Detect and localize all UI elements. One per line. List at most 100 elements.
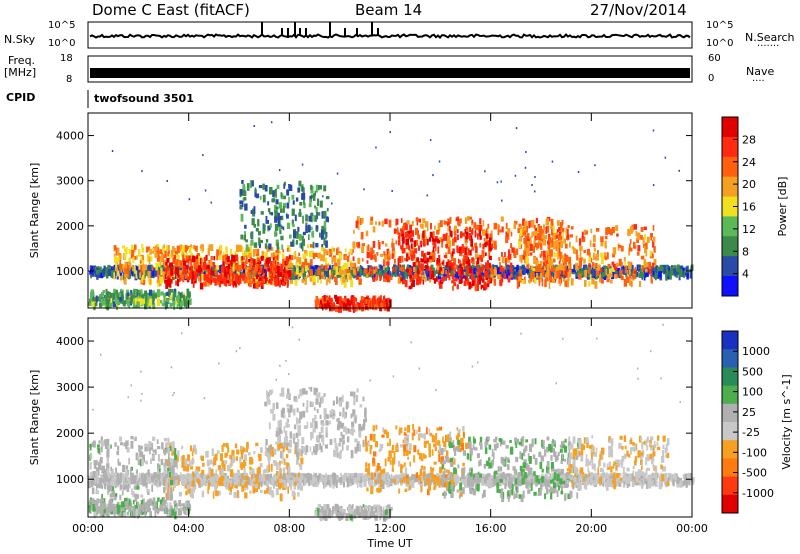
data-cell: [667, 473, 670, 477]
data-cell: [669, 271, 672, 280]
data-cell: [142, 476, 146, 480]
data-cell: [225, 472, 228, 477]
data-cell: [315, 225, 319, 229]
data-cell: [600, 256, 604, 265]
data-cell: [120, 288, 122, 292]
data-cell: [95, 270, 100, 275]
data-cell: [188, 198, 191, 201]
data-cell: [408, 285, 412, 290]
data-cell: [436, 264, 440, 271]
data-cell: [91, 265, 93, 270]
data-cell: [245, 239, 248, 243]
data-cell: [484, 270, 488, 278]
data-cell: [191, 270, 194, 277]
data-cell: [456, 284, 459, 290]
data-cell: [532, 268, 536, 272]
data-cell: [577, 268, 580, 275]
data-cell: [135, 478, 138, 483]
data-cell: [516, 281, 519, 289]
data-cell: [524, 166, 527, 169]
data-cell: [124, 261, 128, 269]
data-cell: [370, 270, 373, 276]
data-cell: [660, 267, 664, 272]
data-cell: [643, 272, 646, 281]
data-cell: [251, 277, 254, 284]
data-cell: [310, 226, 313, 231]
data-cell: [612, 253, 616, 258]
data-cell: [561, 219, 564, 226]
data-cell: [159, 260, 162, 267]
data-cell: [641, 265, 644, 273]
data-cell: [253, 125, 255, 127]
data-cell: [462, 248, 465, 254]
data-cell: [112, 299, 115, 303]
data-cell: [630, 226, 634, 234]
data-cell: [593, 472, 597, 477]
data-cell: [376, 252, 379, 256]
data-cell: [406, 220, 410, 225]
data-cell: [542, 250, 546, 258]
data-cell: [603, 252, 606, 259]
data-cell: [135, 270, 138, 279]
data-cell: [436, 229, 440, 235]
data-cell: [243, 262, 247, 270]
data-cell: [329, 275, 331, 284]
data-cell: [292, 265, 294, 271]
data-cell: [149, 278, 152, 285]
freq-strip-frame: [87, 55, 693, 83]
data-cell: [350, 279, 354, 288]
data-cell: [328, 265, 331, 274]
data-cell: [597, 264, 601, 271]
data-cell: [445, 243, 448, 248]
data-cell: [402, 249, 406, 253]
data-cell: [292, 265, 296, 274]
data-cell: [411, 277, 415, 282]
data-cell: [98, 294, 102, 301]
data-cell: [322, 303, 324, 311]
data-cell: [545, 218, 549, 226]
data-cell: [264, 271, 267, 275]
data-cell: [248, 263, 252, 270]
data-cell: [140, 255, 143, 262]
data-cell: [451, 262, 455, 268]
data-cell: [475, 472, 479, 481]
data-cell: [480, 284, 484, 288]
data-cell: [648, 261, 652, 269]
data-cell: [544, 279, 547, 288]
data-cell: [550, 218, 554, 226]
data-cell: [288, 263, 291, 268]
data-cell: [116, 303, 118, 311]
data-cell: [419, 223, 423, 228]
data-cell: [301, 243, 304, 252]
data-cell: [633, 241, 636, 249]
data-cell: [458, 271, 461, 277]
data-cell: [566, 269, 568, 278]
data-cell: [437, 240, 441, 244]
data-cell: [282, 202, 287, 208]
data-cell: [627, 228, 631, 237]
data-cell: [535, 231, 537, 236]
data-cell: [122, 272, 125, 281]
data-cell: [117, 256, 120, 263]
data-cell: [550, 249, 553, 257]
data-cell: [569, 234, 573, 238]
data-cell: [317, 267, 321, 276]
data-cell: [349, 262, 353, 270]
data-cell: [522, 254, 526, 260]
data-cell: [310, 184, 313, 190]
data-cell: [210, 256, 214, 261]
data-cell: [526, 268, 529, 274]
data-cell: [652, 240, 655, 248]
data-cell: [119, 263, 123, 270]
data-cell: [97, 296, 100, 302]
data-cell: [372, 277, 376, 282]
data-cell: [267, 225, 271, 230]
data-cell: [409, 224, 412, 232]
data-cell: [410, 230, 415, 237]
data-cell: [592, 476, 597, 483]
data-cell: [423, 270, 426, 278]
data-cell: [214, 269, 218, 276]
data-cell: [244, 224, 247, 229]
data-cell: [316, 211, 318, 220]
data-cell: [503, 474, 506, 478]
